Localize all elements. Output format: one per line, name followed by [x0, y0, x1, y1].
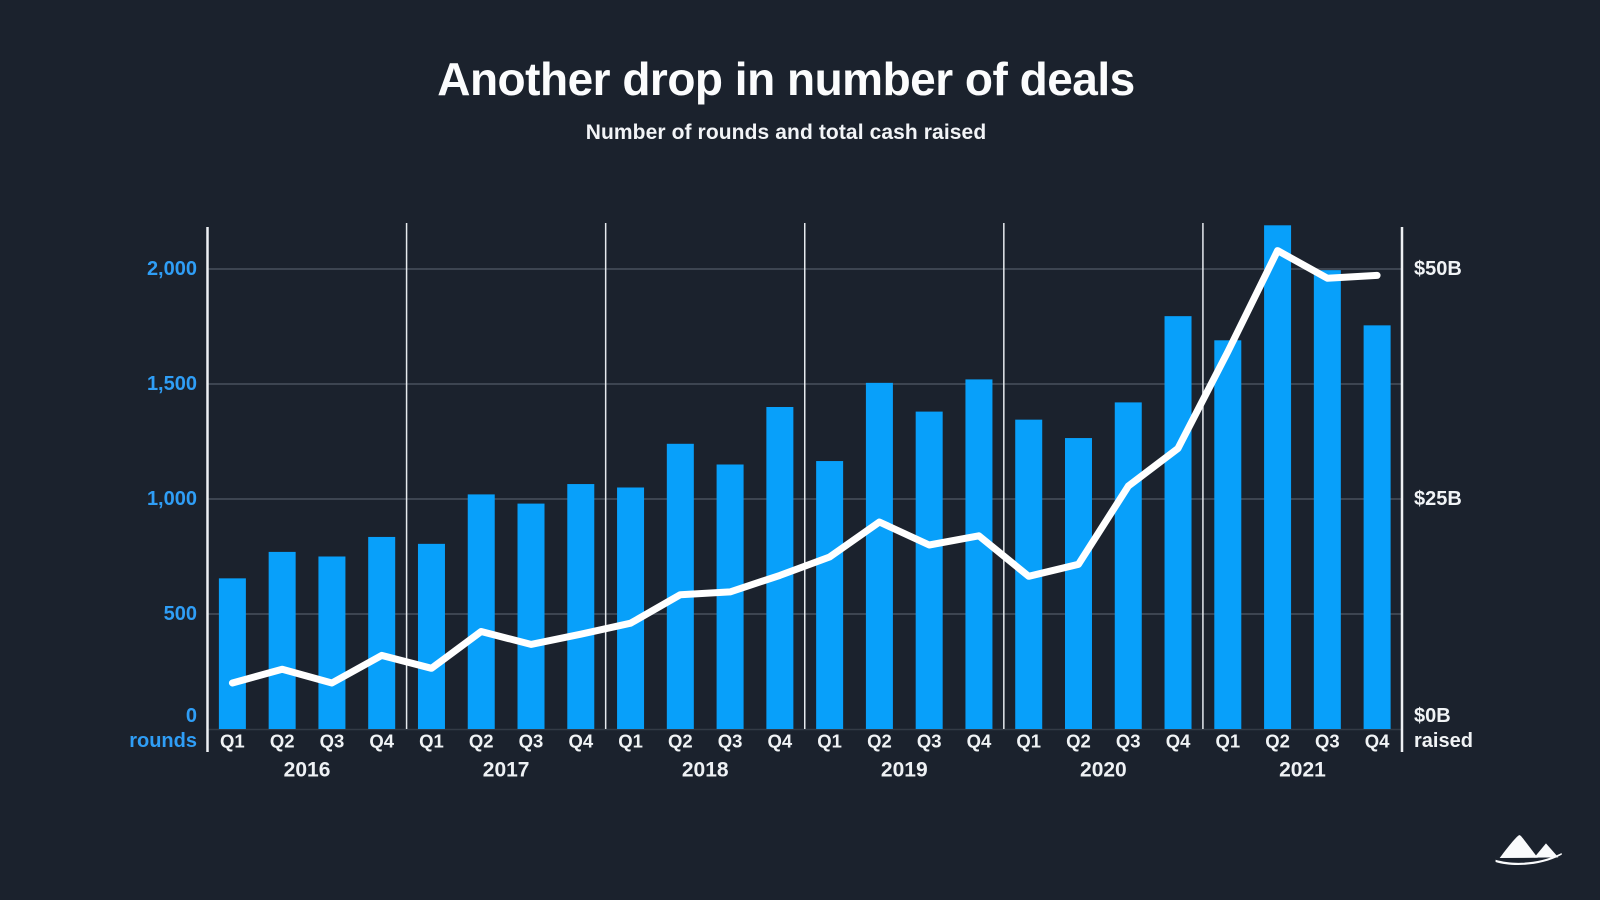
- quarter-label-2017-Q3: Q3: [519, 731, 544, 752]
- quarter-labels: Q1 Q2 Q3 Q4 Q1 Q2 Q3 Q4 Q1 Q2 Q3 Q4 Q1 Q2 Q3 Q4 Q1 Q2 Q3 Q4…: [220, 731, 1390, 752]
- quarter-label-2020-Q3: Q3: [1116, 731, 1141, 752]
- left-tick-0: 0: [186, 705, 197, 727]
- left-tick-500: 500: [164, 603, 197, 625]
- quarter-label-2018-Q3: Q3: [718, 731, 743, 752]
- quarter-label-2016-Q1: Q1: [220, 731, 245, 752]
- quarter-label-2020-Q2: Q2: [1066, 731, 1091, 752]
- bar-2018-Q2: [666, 443, 694, 729]
- quarter-label-2021-Q4: Q4: [1365, 731, 1390, 752]
- bar-2016-Q4: [368, 536, 396, 729]
- year-separators: [405, 223, 1204, 729]
- bar-2016-Q1: [218, 578, 246, 729]
- bar-2018-Q3: [716, 464, 744, 729]
- quarter-label-2021-Q2: Q2: [1265, 731, 1290, 752]
- year-label-2020: 2020: [1080, 759, 1127, 782]
- left-tick-2000: 2,000: [147, 258, 197, 280]
- quarter-label-2020-Q4: Q4: [1166, 731, 1191, 752]
- quarter-label-2018-Q4: Q4: [768, 731, 793, 752]
- bar-2017-Q2: [467, 494, 495, 729]
- left-tick-1500: 1,500: [147, 373, 197, 395]
- quarter-label-2017-Q1: Q1: [419, 731, 444, 752]
- bars: [218, 225, 1391, 730]
- year-label-2021: 2021: [1279, 759, 1326, 782]
- chart-title: Another drop in number of deals: [437, 53, 1135, 105]
- right-tick-50: $50B: [1414, 258, 1462, 280]
- year-label-2019: 2019: [881, 759, 928, 782]
- bar-2016-Q3: [318, 556, 346, 729]
- quarter-label-2017-Q4: Q4: [568, 731, 593, 752]
- right-axis-unit-label: raised: [1414, 730, 1473, 752]
- right-tick-25: $25B: [1414, 488, 1462, 510]
- bar-2017-Q3: [517, 503, 545, 729]
- quarter-label-2018-Q1: Q1: [618, 731, 643, 752]
- quarter-label-2018-Q2: Q2: [668, 731, 693, 752]
- right-tick-labels: $0B $25B $50B: [1414, 258, 1462, 727]
- chart-subtitle: Number of rounds and total cash raised: [585, 120, 987, 144]
- quarter-label-2021-Q1: Q1: [1215, 731, 1240, 752]
- quarter-label-2019-Q2: Q2: [867, 731, 892, 752]
- mountain-small-icon: [1534, 843, 1559, 858]
- bar-2016-Q2: [268, 551, 296, 729]
- bar-2019-Q4: [965, 379, 993, 729]
- bar-2019-Q3: [915, 411, 943, 729]
- left-tick-labels: 0 500 1,000 1,500 2,000: [147, 258, 197, 727]
- cash-line-group: [228, 247, 1381, 687]
- bar-2020-Q4: [1164, 316, 1192, 729]
- quarter-label-2016-Q3: Q3: [320, 731, 345, 752]
- bar-2018-Q1: [617, 487, 645, 729]
- bar-2021-Q3: [1313, 270, 1341, 729]
- right-tick-0: $0B: [1414, 705, 1451, 727]
- chart-header: Another drop in number of deals Number o…: [0, 54, 1572, 145]
- bar-2019-Q2: [865, 382, 893, 729]
- swoosh-icon: [1495, 853, 1563, 866]
- mountain-large-icon: [1499, 835, 1538, 859]
- mountains-logo: [1495, 835, 1563, 866]
- bar-2019-Q1: [816, 461, 844, 729]
- year-label-2016: 2016: [284, 759, 331, 782]
- quarter-label-2016-Q4: Q4: [369, 731, 394, 752]
- bar-2018-Q4: [766, 407, 794, 729]
- cash-line: [228, 247, 1381, 687]
- quarter-label-2019-Q4: Q4: [967, 731, 992, 752]
- quarter-label-2019-Q1: Q1: [817, 731, 842, 752]
- left-tick-1000: 1,000: [147, 488, 197, 510]
- bar-2021-Q1: [1214, 340, 1242, 729]
- quarter-label-2020-Q1: Q1: [1016, 731, 1041, 752]
- year-label-2018: 2018: [682, 759, 729, 782]
- year-label-2017: 2017: [483, 759, 530, 782]
- bar-2017-Q4: [567, 484, 595, 729]
- axis-lines: [206, 227, 1404, 752]
- bar-2020-Q2: [1064, 438, 1092, 729]
- left-axis-unit-label: rounds: [129, 730, 197, 752]
- quarter-label-2021-Q3: Q3: [1315, 731, 1340, 752]
- bar-2017-Q1: [417, 543, 445, 729]
- bar-2021-Q4: [1363, 325, 1391, 729]
- quarter-label-2016-Q2: Q2: [270, 731, 295, 752]
- bar-2020-Q3: [1114, 402, 1142, 729]
- quarter-label-2019-Q3: Q3: [917, 731, 942, 752]
- year-labels: 2016 2017 2018 2019 2020 2021: [284, 759, 1326, 782]
- bar-2021-Q2: [1264, 225, 1292, 730]
- quarter-label-2017-Q2: Q2: [469, 731, 494, 752]
